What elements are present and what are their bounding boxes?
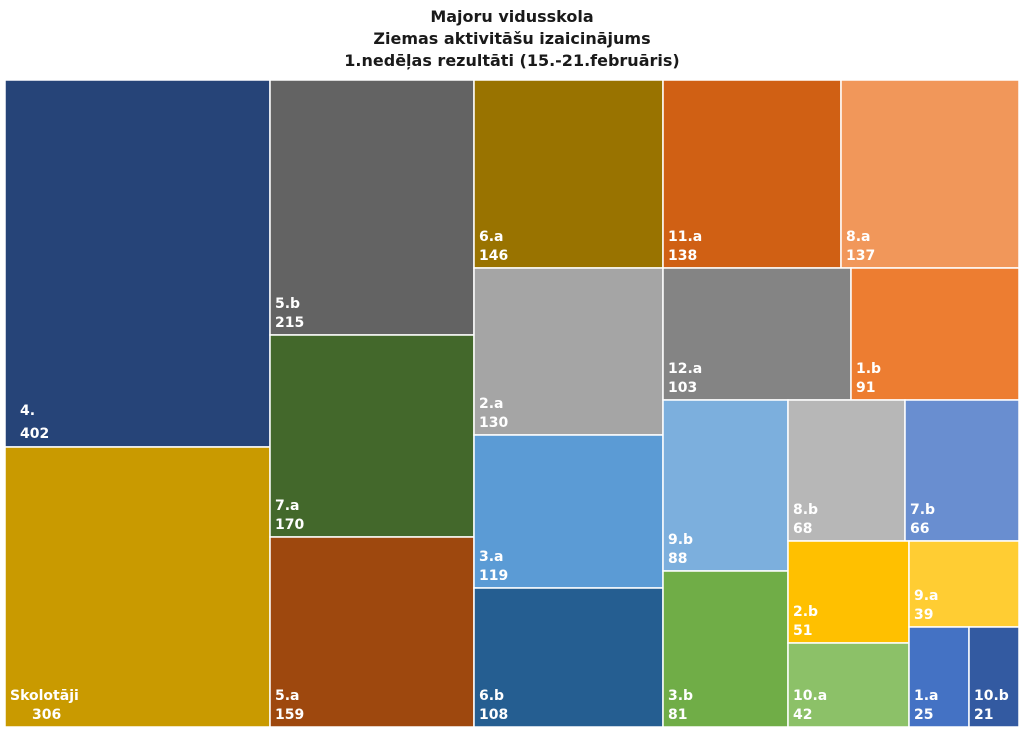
tile-name-5-b: 5.b <box>275 296 300 312</box>
tile-name-skolotaji: Skolotāji <box>10 688 79 704</box>
tile-7-b: 7.b66 <box>904 399 1020 542</box>
tile-value-9-b: 88 <box>668 551 687 567</box>
tile-value-1-a: 25 <box>914 707 933 723</box>
tile-12-a: 12.a 103 <box>662 267 852 401</box>
tile-value-skolotaji: 306 <box>32 707 61 723</box>
tile-rect-5-a <box>269 536 475 728</box>
tile-name-7-a: 7.a <box>275 498 300 514</box>
tile-value-7-b: 66 <box>910 521 929 537</box>
title-line-1: Majoru vidusskola <box>430 7 594 26</box>
tile-value-5-a: 159 <box>275 707 304 723</box>
chart-title: Majoru vidusskola Ziemas aktivitāšu izai… <box>0 6 1024 72</box>
tile-value-7-a: 170 <box>275 517 304 533</box>
tile-9-b: 9.b88 <box>662 399 789 572</box>
tile-8-b: 8.b68 <box>787 399 906 542</box>
tile-1-a: 1.a25 <box>908 626 970 728</box>
tile-value-8-a: 137 <box>846 248 875 264</box>
tile-skolotaji: Skolotāji 306 <box>4 446 271 728</box>
tile-name-6-a: 6.a <box>479 229 504 245</box>
tile-name-8-a: 8.a <box>846 229 871 245</box>
tile-rect-2-a <box>473 267 664 436</box>
tile-9-a: 9.a39 <box>908 540 1020 628</box>
tile-name-7-b: 7.b <box>910 502 935 518</box>
tile-value-10-a: 42 <box>793 707 812 723</box>
tile-1-b: 1.b91 <box>850 267 1020 401</box>
tile-value-6-b: 108 <box>479 707 508 723</box>
tile-rect-7-a <box>269 334 475 538</box>
tile-name-12-a: 12.a <box>668 361 702 377</box>
title-line-3: 1.nedēļas rezultāti (15.-21.februāris) <box>344 51 680 70</box>
tile-10-b: 10.b 21 <box>968 626 1020 728</box>
tile-value-5-b: 215 <box>275 315 304 331</box>
tile-value-2-a: 130 <box>479 415 508 431</box>
tile-rect-8-a <box>840 79 1020 269</box>
tile-rect-10-b <box>968 626 1020 728</box>
tile-value-9-a: 39 <box>914 607 933 623</box>
tile-rect-9-a <box>908 540 1020 628</box>
tile-rect-1-b <box>850 267 1020 401</box>
tile-name-3-a: 3.a <box>479 549 504 565</box>
tile-name-3-b: 3.b <box>668 688 693 704</box>
tile-name-9-a: 9.a <box>914 588 939 604</box>
title-line-2: Ziemas aktivitāšu izaicinājums <box>373 29 651 48</box>
tile-name-9-b: 9.b <box>668 532 693 548</box>
tile-name-11-a: 11.a <box>668 229 702 245</box>
tile-name-8-b: 8.b <box>793 502 818 518</box>
tile-rect-10-a <box>787 642 910 728</box>
tile-name-1-a: 1.a <box>914 688 939 704</box>
tile-name-10-b: 10.b <box>974 688 1009 704</box>
tile-name-6-b: 6.b <box>479 688 504 704</box>
tile-name-1-b: 1.b <box>856 361 881 377</box>
tile-2-b: 2.b51 <box>787 540 910 644</box>
tile-rect-6-a <box>473 79 664 269</box>
tile-rect-12-a <box>662 267 852 401</box>
tile-value-8-b: 68 <box>793 521 812 537</box>
tile-rect-4 <box>4 79 271 448</box>
tile-value-11-a: 138 <box>668 248 697 264</box>
tile-rect-2-b <box>787 540 910 644</box>
tile-value-3-a: 119 <box>479 568 508 584</box>
tile-rect-3-a <box>473 434 664 589</box>
tile-name-4: 4. <box>20 403 35 419</box>
tile-name-2-a: 2.a <box>479 396 504 412</box>
tile-value-1-b: 91 <box>856 380 875 396</box>
tile-rect-skolotaji <box>4 446 271 728</box>
tile-4: 4.402 <box>4 79 271 448</box>
tile-name-10-a: 10.a <box>793 688 827 704</box>
tile-rect-7-b <box>904 399 1020 542</box>
tile-value-2-b: 51 <box>793 623 812 639</box>
tile-name-2-b: 2.b <box>793 604 818 620</box>
tile-rect-9-b <box>662 399 789 572</box>
tile-11-a: 11.a 138 <box>662 79 842 269</box>
tile-rect-6-b <box>473 587 664 728</box>
tile-rect-8-b <box>787 399 906 542</box>
tile-3-b: 3.b81 <box>662 570 789 728</box>
tile-rect-5-b <box>269 79 475 336</box>
tile-value-3-b: 81 <box>668 707 687 723</box>
tile-10-a: 10.a 42 <box>787 642 910 728</box>
tile-value-4: 402 <box>20 426 49 442</box>
tile-value-10-b: 21 <box>974 707 993 723</box>
tile-name-5-a: 5.a <box>275 688 300 704</box>
tile-value-6-a: 146 <box>479 248 508 264</box>
tile-value-12-a: 103 <box>668 380 697 396</box>
